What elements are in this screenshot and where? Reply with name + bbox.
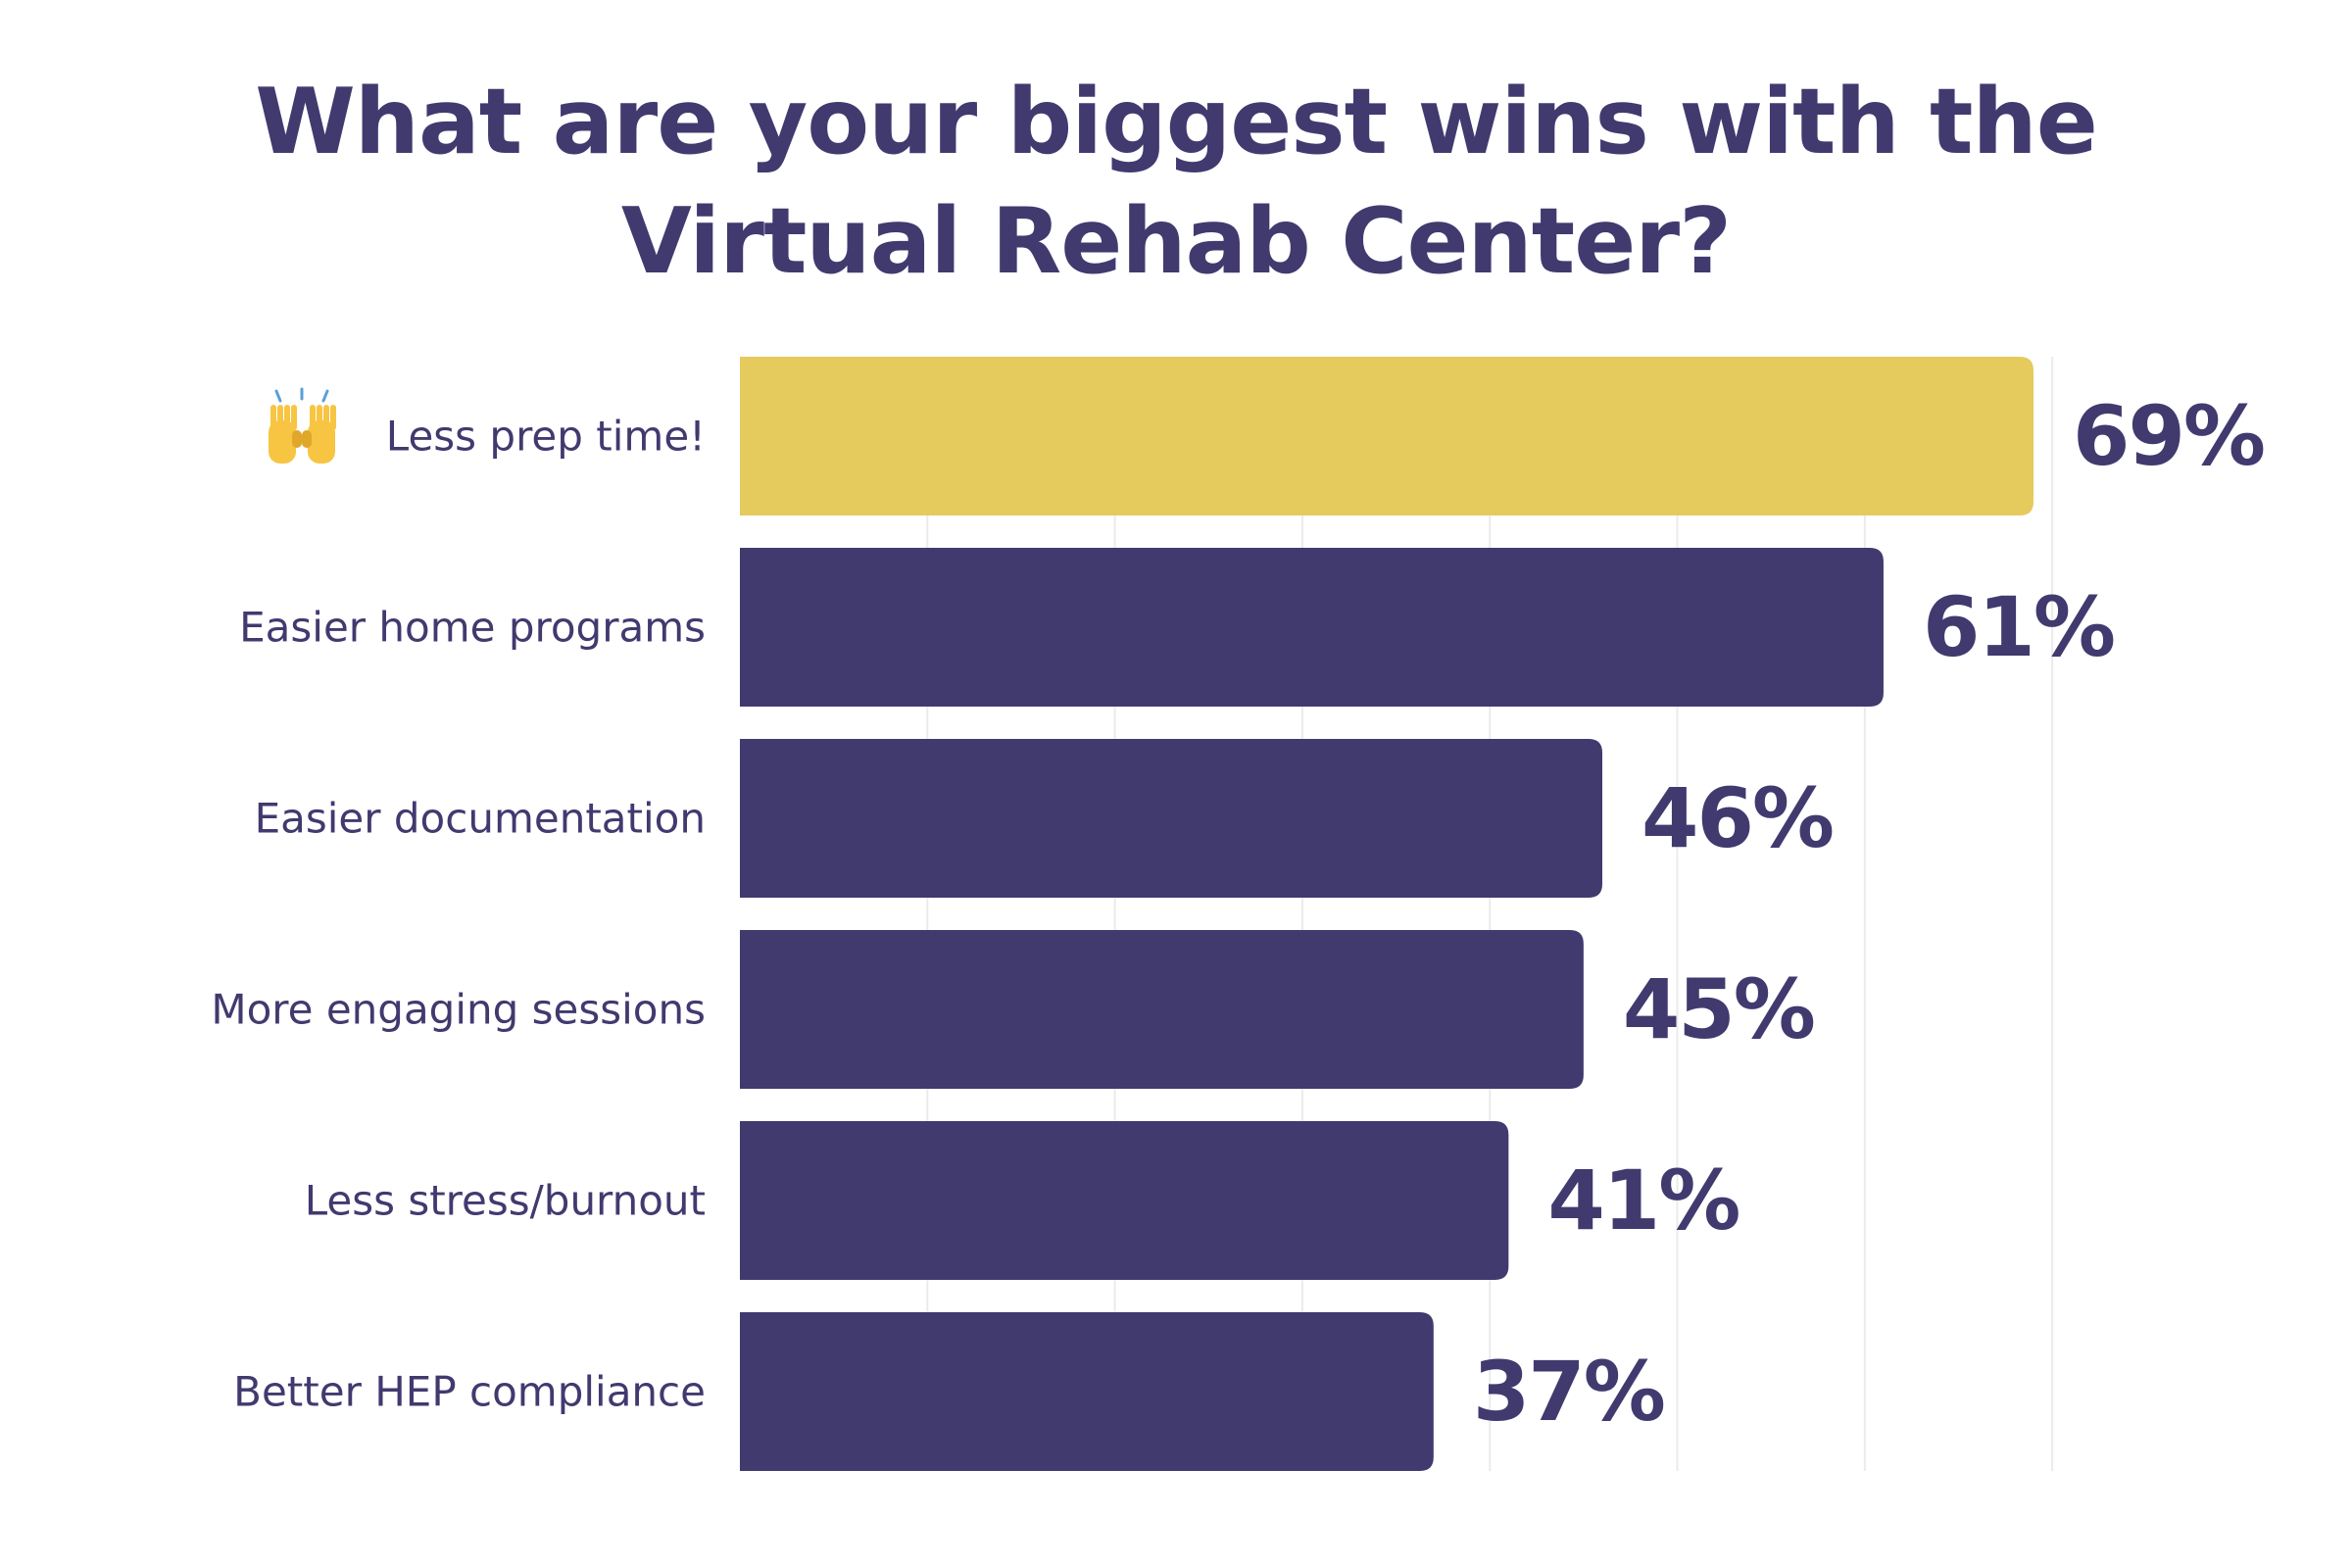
chart-title-line-2: Virtual Rehab Center? xyxy=(620,188,1732,294)
value-label: 46% xyxy=(1642,770,1833,866)
category-labels: Less prep time! Easier home programs Easie… xyxy=(211,387,706,1416)
value-label: 41% xyxy=(1547,1152,1739,1249)
grid-lines xyxy=(739,357,2054,1471)
value-label: 45% xyxy=(1623,961,1814,1057)
raising-hands-icon xyxy=(269,387,336,464)
chart-title-line-1: What are your biggest wins with the xyxy=(255,69,2098,174)
bars xyxy=(740,357,2034,1471)
category-label: Easier documentation xyxy=(255,795,706,843)
category-label: Less stress/burnout xyxy=(305,1177,706,1225)
bar xyxy=(740,357,2034,515)
category-label: Easier home programs xyxy=(239,604,706,652)
value-label: 61% xyxy=(1923,579,2114,675)
value-label: 37% xyxy=(1473,1344,1664,1440)
bar xyxy=(740,739,1602,898)
bar xyxy=(740,1121,1509,1280)
bar xyxy=(740,930,1584,1089)
category-label: Better HEP compliance xyxy=(233,1368,706,1416)
bar xyxy=(740,548,1884,707)
value-label: 69% xyxy=(2073,388,2264,484)
category-label: More engaging sessions xyxy=(211,986,706,1034)
bar xyxy=(740,1312,1434,1471)
category-label: Less prep time! xyxy=(386,413,706,461)
value-labels: 69% 61% 46% 45% 41% 37% xyxy=(1473,388,2266,1440)
